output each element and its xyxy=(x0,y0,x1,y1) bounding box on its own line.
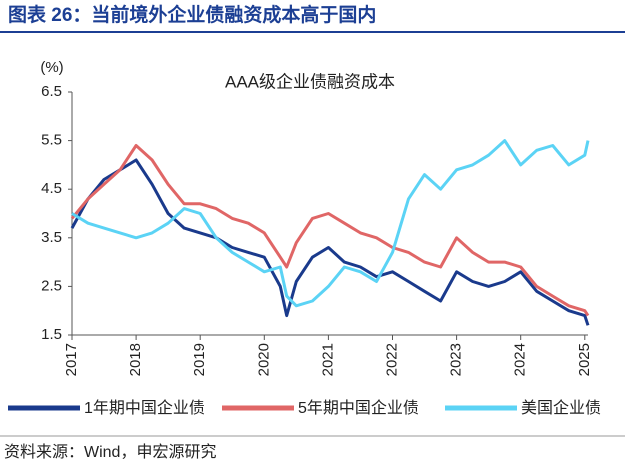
x-tick-label: 2019 xyxy=(191,343,208,376)
legend-label: 美国企业债 xyxy=(521,399,601,417)
x-tick-label: 2020 xyxy=(255,343,272,376)
y-tick-label: 1.5 xyxy=(41,326,62,343)
series-line xyxy=(71,139,590,308)
x-tick-label: 2023 xyxy=(448,343,465,376)
series-line xyxy=(70,144,590,317)
chart-subtitle: AAA级企业债融资成本 xyxy=(225,72,395,91)
x-tick-label: 2025 xyxy=(576,343,593,376)
y-tick-label: 4.5 xyxy=(41,180,62,197)
source: 资料来源：Wind，申宏源研究 xyxy=(4,443,216,461)
legend-label: 5年期中国企业债 xyxy=(298,399,419,417)
y-tick-label: 6.5 xyxy=(41,83,62,100)
legend-label: 1年期中国企业债 xyxy=(84,399,205,417)
x-tick-label: 2018 xyxy=(127,343,144,376)
x-tick-label: 2021 xyxy=(319,343,336,376)
chart-title: 图表 26：当前境外企业债融资成本高于国内 xyxy=(8,3,376,26)
x-tick-label: 2024 xyxy=(512,343,529,376)
x-tick-label: 2022 xyxy=(383,343,400,376)
y-tick-label: 5.5 xyxy=(41,132,62,149)
series-line xyxy=(70,158,590,326)
y-axis-label: (%) xyxy=(40,59,63,76)
y-tick-label: 2.5 xyxy=(41,277,62,294)
x-tick-label: 2017 xyxy=(63,343,80,376)
y-tick-label: 3.5 xyxy=(41,229,62,246)
